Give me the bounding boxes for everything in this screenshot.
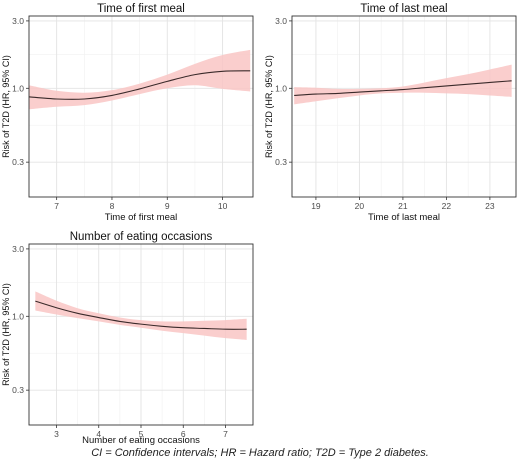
y-tick-label: 1.0 [12,311,24,321]
x-tick-label: 6 [181,429,186,439]
figure-svg: 7 8 9 10 0.3 1.0 3.0 Time of first meal Time of … [1,3,517,446]
confidence-band [29,49,251,110]
x-tick-label: 7 [223,429,228,439]
y-axis-label: Risk of T2D (HR, 95% CI) [1,283,11,386]
chart-title: Number of eating occasions [70,231,213,243]
y-axis-label: Risk of T2D (HR, 95% CI) [264,55,274,158]
y-tick-label: 3.0 [275,16,287,26]
y-tick-label: 0.3 [275,157,287,167]
chart-panel-2: 19 20 21 22 23 0.3 1.0 3.0 Time of last meal Time… [264,3,517,223]
x-axis-label: Number of eating occasions [82,435,200,446]
chart-title: Time of last meal [360,3,447,15]
plot-area [292,16,516,197]
hazard-ratio-line [28,70,251,100]
x-axis-label: Time of last meal [368,212,440,223]
x-tick-label: 21 [398,201,408,211]
x-tick-label: 9 [165,201,170,211]
chart-title: Time of first meal [97,3,185,15]
x-tick-label: 22 [442,201,452,211]
hazard-ratio-line [35,300,247,330]
y-tick-label: 3.0 [12,244,24,254]
x-tick-label: 7 [54,201,59,211]
y-tick-label: 3.0 [12,16,24,26]
chart-panel-1: 7 8 9 10 0.3 1.0 3.0 Time of first meal Time of … [1,3,254,223]
x-tick-label: 8 [110,201,115,211]
plot-area [29,16,253,197]
x-tick-label: 10 [218,201,228,211]
panel-border [28,15,254,198]
chart-panel-3: 3 4 5 6 7 0.3 1.0 3.0 Number of eating occasions… [1,231,254,446]
x-tick-label: 5 [139,429,144,439]
figure-caption: CI = Confidence intervals; HR = Hazard r… [91,447,429,459]
x-tick-label: 19 [311,201,321,211]
confidence-band [294,64,512,105]
x-tick-label: 4 [96,429,101,439]
x-axis-label: Time of first meal [105,212,178,223]
x-tick-label: 3 [54,429,59,439]
x-tick-label: 23 [485,201,495,211]
y-axis-label: Risk of T2D (HR, 95% CI) [1,55,11,158]
hazard-ratio-line [294,80,512,96]
y-tick-label: 0.3 [12,385,24,395]
y-tick-label: 1.0 [275,83,287,93]
x-tick-label: 20 [355,201,365,211]
y-tick-label: 1.0 [12,83,24,93]
panel-border [291,15,517,198]
y-tick-label: 0.3 [12,157,24,167]
